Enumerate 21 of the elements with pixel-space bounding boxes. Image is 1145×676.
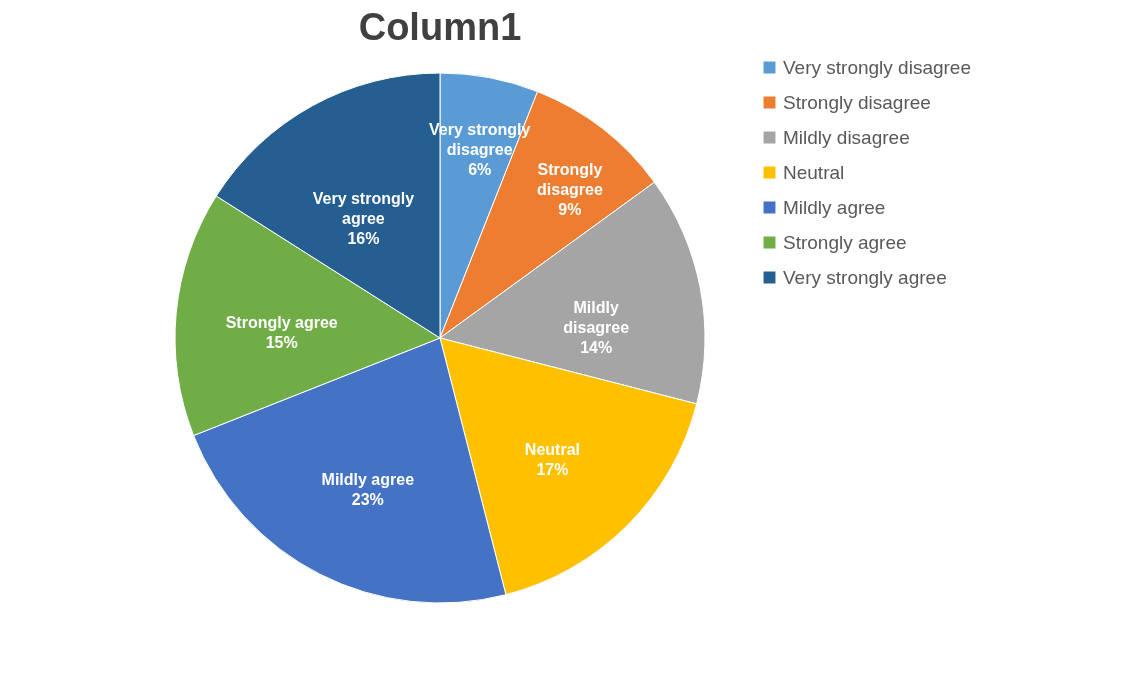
legend-label: Very strongly disagree xyxy=(783,56,971,78)
legend-label: Mildly disagree xyxy=(783,126,910,148)
data-label: 6% xyxy=(468,160,492,178)
slice-label: Neutral xyxy=(524,441,580,459)
slice-label: Strongly disagree xyxy=(537,161,603,199)
data-label: 15% xyxy=(265,334,298,352)
data-label: 16% xyxy=(347,229,380,247)
legend-label: Very strongly agree xyxy=(783,266,947,288)
data-label: 14% xyxy=(580,339,613,357)
data-label: 9% xyxy=(558,201,582,219)
legend-label: Strongly disagree xyxy=(783,91,931,113)
legend-label: Neutral xyxy=(783,161,845,183)
data-label: 23% xyxy=(351,490,384,508)
chart-title: Column1 xyxy=(358,6,522,48)
legend-label: Mildly agree xyxy=(783,196,886,218)
legend-label: Strongly agree xyxy=(783,231,907,253)
slice-label: Mildly agree xyxy=(321,470,415,488)
slice-label: Strongly agree xyxy=(225,314,338,332)
slice-label: Mildly disagree xyxy=(563,299,630,337)
slice-label: Very strongly agree xyxy=(312,189,415,227)
data-label: 17% xyxy=(536,461,569,479)
